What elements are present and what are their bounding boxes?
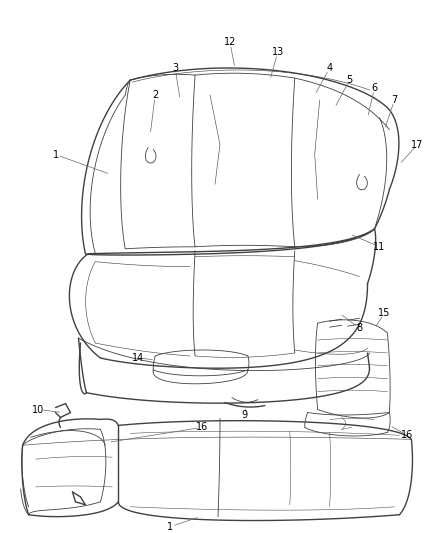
Text: 3: 3	[172, 63, 178, 73]
Text: 10: 10	[32, 405, 45, 415]
Text: 2: 2	[152, 90, 158, 100]
Text: 16: 16	[196, 423, 208, 432]
Text: 11: 11	[373, 242, 385, 252]
Text: 8: 8	[357, 323, 363, 333]
Text: 1: 1	[53, 150, 59, 159]
Text: 4: 4	[327, 63, 333, 73]
Text: 16: 16	[401, 430, 413, 440]
Text: 12: 12	[224, 37, 236, 47]
Text: 1: 1	[167, 522, 173, 531]
Text: 6: 6	[371, 83, 378, 93]
Text: 14: 14	[132, 353, 145, 363]
Text: 13: 13	[272, 47, 284, 57]
Text: 9: 9	[242, 410, 248, 421]
Text: 17: 17	[411, 140, 424, 150]
Text: 15: 15	[378, 308, 391, 318]
Text: 7: 7	[391, 95, 398, 105]
Text: 5: 5	[346, 75, 353, 85]
